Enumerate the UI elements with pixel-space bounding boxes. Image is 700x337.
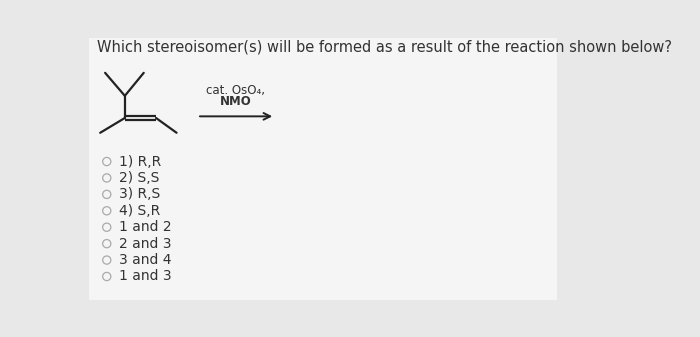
Text: 3 and 4: 3 and 4 (119, 253, 172, 267)
Text: NMO: NMO (220, 95, 251, 108)
Text: 1) R,R: 1) R,R (119, 155, 161, 168)
Text: cat. OsO₄,: cat. OsO₄, (206, 85, 265, 97)
Text: 2 and 3: 2 and 3 (119, 237, 172, 251)
Text: 4) S,R: 4) S,R (119, 204, 160, 218)
Text: 1 and 2: 1 and 2 (119, 220, 172, 234)
Text: 1 and 3: 1 and 3 (119, 270, 172, 283)
Text: 3) R,S: 3) R,S (119, 187, 160, 202)
Text: Which stereoisomer(s) will be formed as a result of the reaction shown below?: Which stereoisomer(s) will be formed as … (97, 40, 672, 55)
FancyBboxPatch shape (89, 37, 556, 300)
Text: 2) S,S: 2) S,S (119, 171, 160, 185)
